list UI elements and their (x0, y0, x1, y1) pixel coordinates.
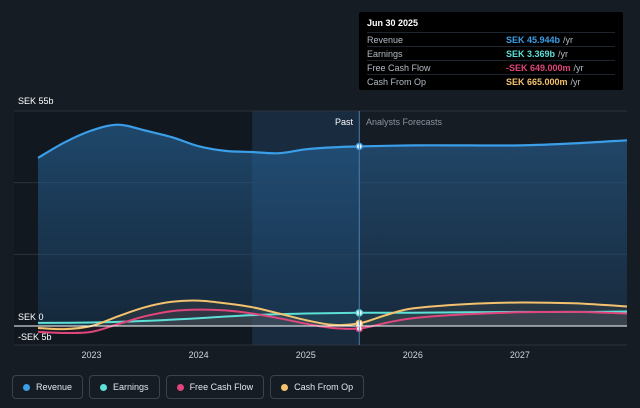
free-cash-flow-area (38, 309, 627, 334)
tooltip-row: Earnings SEK 3.369b/yr (367, 46, 615, 60)
forecast-label: Analysts Forecasts (366, 117, 443, 127)
cash-from-op-area (38, 300, 627, 330)
legend-dot-icon (23, 383, 30, 391)
past-label: Past (335, 117, 354, 127)
legend-dot-icon (281, 383, 289, 391)
legend: Revenue Earnings Free Cash Flow Cash From O… (12, 375, 365, 399)
x-tick-label: 2025 (296, 350, 316, 360)
y-tick-label: -SEK 5b (18, 332, 52, 342)
y-tick-label: SEK 0 (18, 312, 44, 322)
legend-item-free-cash-flow[interactable]: Free Cash Flow (165, 375, 265, 399)
tooltip-date: Jun 30 2025 (367, 18, 419, 28)
revenue-line (37, 123, 628, 159)
data-tooltip: Jun 30 2025 Revenue SEK 45.944b/yr Earning… (359, 12, 623, 90)
tooltip-row-unit: /yr (570, 76, 581, 87)
tooltip-row-value: -SEK 649.000m (506, 62, 571, 73)
x-tick-label: 2026 (403, 350, 423, 360)
earnings-area (38, 311, 627, 326)
tooltip-row-unit: /yr (558, 48, 569, 59)
tooltip-row-label: Free Cash Flow (367, 62, 431, 73)
y-tick-label: SEK 55b (18, 96, 54, 106)
cash-from-op-line (37, 299, 628, 331)
legend-dot-icon (176, 383, 184, 391)
legend-label: Earnings (113, 382, 149, 392)
tooltip-row-unit: /yr (563, 34, 574, 45)
legend-label: Free Cash Flow (189, 382, 254, 392)
legend-label: Cash From Op (294, 382, 354, 392)
x-tick-label: 2027 (510, 350, 530, 360)
tooltip-row: Cash From Op SEK 665.000m/yr (367, 74, 615, 88)
legend-dot-icon (100, 383, 108, 391)
tooltip-row-value: SEK 3.369b (506, 48, 556, 59)
legend-item-earnings[interactable]: Earnings (89, 375, 160, 399)
tooltip-row: Revenue SEK 45.944b/yr (367, 32, 615, 46)
free-cash-flow-line (37, 308, 628, 335)
tooltip-row-label: Revenue (367, 34, 404, 45)
tooltip-row-unit: /yr (573, 62, 584, 73)
x-tick-label: 2024 (189, 350, 209, 360)
tooltip-row: Free Cash Flow -SEK 649.000m/yr (367, 60, 615, 74)
x-tick-label: 2023 (82, 350, 102, 360)
legend-item-revenue[interactable]: Revenue (12, 375, 84, 399)
legend-label: Revenue (36, 382, 73, 392)
tooltip-row-value: SEK 45.944b (506, 34, 561, 45)
tooltip-row-value: SEK 665.000m (506, 76, 568, 87)
revenue-area (38, 124, 627, 326)
legend-item-cash-from-op[interactable]: Cash From Op (270, 375, 365, 399)
tooltip-row-label: Cash From Op (367, 76, 427, 87)
tooltip-row-label: Earnings (367, 48, 403, 59)
